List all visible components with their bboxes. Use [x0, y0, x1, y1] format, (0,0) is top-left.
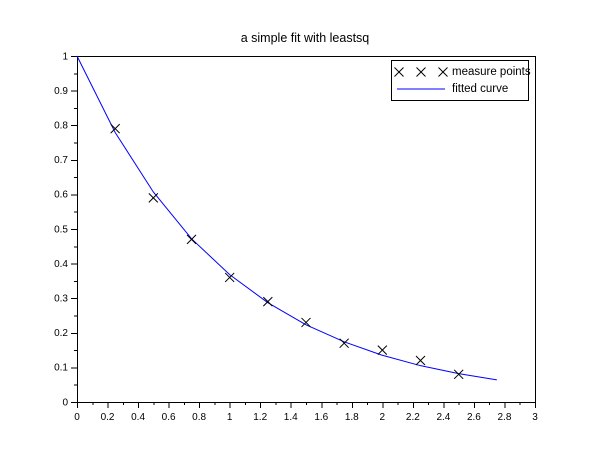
x-marker — [415, 355, 426, 366]
legend-label-fitted-curve: fitted curve — [452, 83, 509, 96]
y-tick-label: 0.4 — [54, 259, 68, 270]
x-tick-label: 1 — [227, 412, 233, 423]
x-tick-label: 2 — [380, 412, 386, 423]
legend: measure points fitted curve — [391, 60, 531, 101]
plot-frame — [77, 56, 536, 403]
x-marker — [453, 369, 464, 380]
fitted-curve-line — [76, 55, 497, 381]
x-tick-label: 2.8 — [498, 412, 512, 423]
x-marker — [148, 193, 159, 203]
line-icon — [397, 88, 445, 90]
y-tick-label: 0.1 — [54, 363, 68, 374]
y-tick-label: 0.8 — [54, 121, 68, 132]
x-tick-label: 1.4 — [284, 412, 298, 423]
x-tick-label: 2.4 — [436, 412, 450, 423]
x-marker — [339, 338, 350, 349]
x-marker — [301, 317, 311, 328]
x-tick-label: 0.4 — [131, 412, 145, 423]
x-tick-label: 1.2 — [253, 412, 267, 423]
x-tick-label: 2.6 — [467, 412, 481, 423]
measure-points-group — [110, 123, 464, 380]
x-tick-label: 0.2 — [101, 412, 115, 423]
x-marker — [377, 345, 388, 355]
y-tick-label: 0.5 — [54, 224, 68, 235]
y-tick-label: 0.7 — [54, 155, 68, 166]
x-tick-label: 1.6 — [314, 412, 328, 423]
y-tick-label: 0 — [62, 397, 68, 408]
legend-label-measure-points: measure points — [452, 65, 531, 78]
x-marker — [224, 272, 235, 283]
x-marker — [262, 296, 273, 307]
x-tick-label: 3 — [532, 412, 538, 423]
x-tick-label: 0.6 — [162, 412, 176, 423]
x-marker — [110, 123, 121, 134]
x-marker — [186, 234, 197, 245]
x-tick-label: 0 — [74, 412, 80, 423]
y-tick-label: 0.6 — [54, 190, 68, 201]
x-marker — [438, 66, 448, 77]
y-tick-label: 0.2 — [54, 328, 68, 339]
x-marker — [394, 66, 404, 77]
x-marker — [416, 66, 426, 77]
legend-entry-fitted-curve: fitted curve — [392, 81, 528, 97]
y-tick-label: 1 — [62, 51, 68, 62]
x-tick-label: 1.8 — [345, 412, 359, 423]
x-tick-label: 2.2 — [406, 412, 420, 423]
legend-entry-measure-points: measure points — [392, 64, 531, 80]
x-tick-label: 0.8 — [192, 412, 206, 423]
y-tick-label: 0.3 — [54, 294, 68, 305]
x-marker-icon — [394, 66, 448, 77]
y-tick-label: 0.9 — [54, 86, 68, 97]
chart-title: a simple fit with leastsq — [240, 31, 370, 45]
